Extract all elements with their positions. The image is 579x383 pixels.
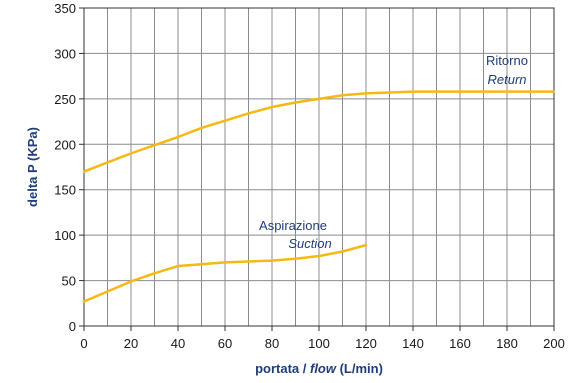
suction-series-line	[82, 243, 368, 303]
x-tick-label: 60	[218, 336, 232, 351]
x-tick-label: 40	[171, 336, 185, 351]
x-tick-label: 200	[543, 336, 565, 351]
x-tick-label: 120	[355, 336, 377, 351]
y-axis-title: delta P (KPa)	[25, 127, 40, 207]
x-axis-title-unit: (L/min)	[336, 361, 383, 376]
y-tick-label: 200	[54, 137, 76, 152]
x-tick-label: 180	[496, 336, 518, 351]
x-tick-label: 100	[308, 336, 330, 351]
grid	[84, 8, 554, 326]
y-tick-label: 0	[69, 319, 76, 334]
x-tick-labels: 0 20 40 60 80 100 120 140 160 180 200	[80, 326, 565, 351]
suction-series-label: Aspirazione	[259, 218, 327, 233]
y-tick-label: 300	[54, 46, 76, 61]
x-axis-title: portata / flow (L/min)	[255, 361, 383, 376]
suction-series-label-en: Suction	[288, 236, 331, 251]
return-series-label: Ritorno	[486, 53, 528, 68]
x-tick-label: 140	[402, 336, 424, 351]
return-series-line	[82, 90, 556, 173]
x-axis-title-italic: flow	[310, 361, 337, 376]
x-tick-label: 160	[449, 336, 471, 351]
y-tick-label: 100	[54, 228, 76, 243]
x-axis-title-main: portata /	[255, 361, 310, 376]
y-tick-label: 150	[54, 183, 76, 198]
series-lines	[82, 90, 556, 303]
x-tick-label: 20	[124, 336, 138, 351]
y-tick-label: 350	[54, 1, 76, 16]
x-tick-label: 0	[80, 336, 87, 351]
y-tick-label: 250	[54, 92, 76, 107]
x-tick-label: 80	[265, 336, 279, 351]
y-tick-labels: 0 50 100 150 200 250 300 350	[54, 1, 84, 334]
return-series-label-en: Return	[487, 72, 526, 87]
y-tick-label: 50	[62, 274, 76, 289]
